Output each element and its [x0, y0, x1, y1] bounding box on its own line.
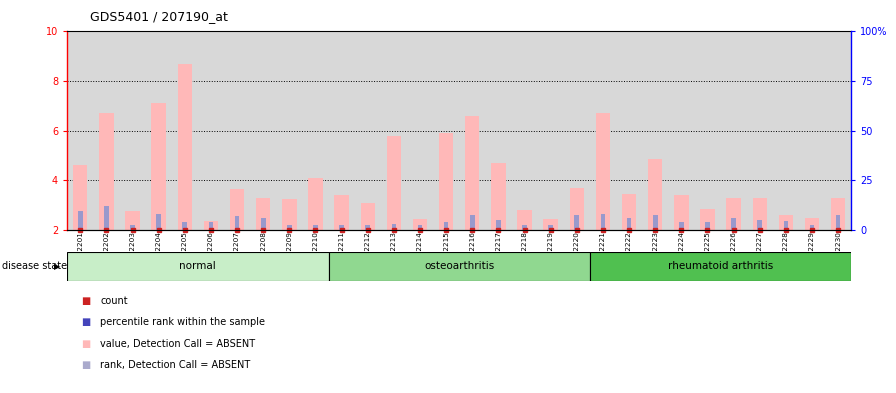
Bar	[600, 214, 606, 230]
Bar	[653, 215, 658, 230]
Bar	[731, 217, 736, 230]
Bar	[130, 225, 135, 230]
Bar	[783, 221, 788, 230]
Bar	[596, 113, 610, 230]
Bar	[392, 224, 396, 230]
Bar	[360, 203, 375, 230]
Text: value, Detection Call = ABSENT: value, Detection Call = ABSENT	[100, 339, 255, 349]
Bar	[308, 178, 323, 230]
Bar	[287, 225, 292, 230]
Bar	[334, 195, 349, 230]
Bar	[522, 225, 527, 230]
Bar	[805, 217, 819, 230]
Bar	[439, 133, 453, 230]
Bar	[674, 195, 688, 230]
Bar	[622, 194, 636, 230]
Bar	[203, 221, 218, 230]
Bar	[574, 215, 579, 230]
Bar	[648, 159, 662, 230]
Bar	[831, 198, 845, 230]
Text: normal: normal	[179, 261, 216, 271]
Bar	[183, 222, 187, 230]
Bar	[67, 252, 329, 281]
Bar	[256, 198, 271, 230]
Bar	[626, 217, 632, 230]
Text: osteoarthritis: osteoarthritis	[424, 261, 495, 271]
Bar	[73, 165, 88, 230]
Text: GDS5401 / 207190_at: GDS5401 / 207190_at	[90, 10, 228, 23]
Bar	[810, 225, 814, 230]
Bar	[570, 188, 584, 230]
Bar	[151, 103, 166, 230]
Text: ■: ■	[81, 360, 90, 371]
Bar	[209, 222, 213, 230]
Text: ■: ■	[81, 296, 90, 306]
Text: rheumatoid arthritis: rheumatoid arthritis	[668, 261, 773, 271]
Bar	[366, 225, 370, 230]
Bar	[156, 214, 161, 230]
Text: rank, Detection Call = ABSENT: rank, Detection Call = ABSENT	[100, 360, 251, 371]
Bar	[753, 198, 767, 230]
Text: ■: ■	[81, 317, 90, 327]
Bar	[544, 219, 558, 230]
Bar	[329, 252, 590, 281]
Bar	[78, 211, 82, 230]
Bar	[261, 217, 265, 230]
Bar	[313, 225, 318, 230]
Bar	[465, 116, 479, 230]
Bar	[444, 222, 449, 230]
Bar	[387, 136, 401, 230]
Bar	[727, 198, 741, 230]
Bar	[548, 225, 553, 230]
Bar	[470, 215, 475, 230]
Bar	[340, 225, 344, 230]
Text: count: count	[100, 296, 128, 306]
Bar	[836, 215, 840, 230]
Bar	[125, 211, 140, 230]
Bar	[104, 206, 108, 230]
Text: ■: ■	[81, 339, 90, 349]
Bar	[99, 113, 114, 230]
Bar	[705, 222, 710, 230]
Bar	[230, 189, 245, 230]
Bar	[590, 252, 851, 281]
Bar	[491, 163, 505, 230]
Bar	[779, 215, 793, 230]
Bar	[235, 216, 239, 230]
Bar	[701, 209, 715, 230]
Text: disease state: disease state	[2, 261, 67, 272]
Bar	[679, 222, 684, 230]
Text: ▶: ▶	[55, 262, 61, 271]
Bar	[282, 199, 297, 230]
Bar	[177, 64, 192, 230]
Bar	[517, 210, 531, 230]
Bar	[418, 225, 422, 230]
Bar	[413, 219, 427, 230]
Bar	[757, 220, 762, 230]
Bar	[496, 220, 501, 230]
Text: percentile rank within the sample: percentile rank within the sample	[100, 317, 265, 327]
